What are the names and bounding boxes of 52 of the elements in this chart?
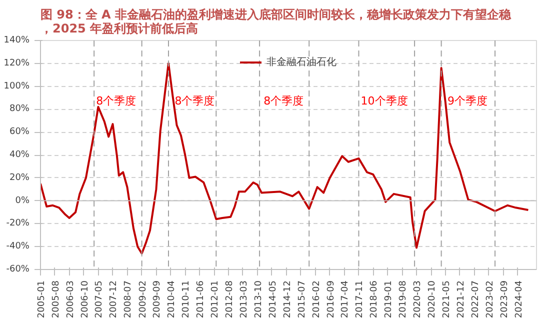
x-tick-label: 2014-05: [268, 280, 278, 318]
y-tick-label: 0%: [15, 196, 30, 206]
x-tick-label: 2012-01: [210, 280, 221, 318]
x-tick-label: 2007-05: [94, 280, 105, 318]
x-tick-label: 2019-08: [398, 280, 409, 318]
x-tick-label: 2021-12: [456, 280, 466, 318]
x-tick-label: 2015-07: [297, 280, 308, 318]
y-tick-label: 40%: [9, 150, 30, 160]
x-tick-label: 2024-04: [514, 280, 524, 318]
y-tick-label: 140%: [4, 36, 30, 46]
y-tick-label: -20%: [6, 218, 30, 229]
x-tick-label: 2006-03: [66, 280, 76, 318]
y-tick-label: 80%: [9, 104, 30, 114]
annotation: 8个季度: [96, 94, 136, 108]
x-tick-label: 2018-06: [370, 280, 380, 318]
x-tick-label: 2013-03: [239, 280, 250, 318]
x-tick-label: 2010-11: [182, 280, 192, 318]
x-tick-label: 2008-07: [124, 280, 134, 318]
x-tick-label: 2023-02: [485, 280, 496, 318]
x-tick-label: 2012-08: [225, 280, 236, 318]
x-tick-label: 2020-10: [428, 280, 438, 318]
x-tick-label: 2017-11: [355, 280, 366, 318]
y-tick-label: 100%: [4, 81, 30, 92]
x-tick-label: 2019-01: [384, 280, 394, 318]
x-tick-label: 2023-09: [500, 280, 510, 318]
x-tick-label: 2009-09: [152, 280, 163, 318]
y-tick-label: -40%: [6, 242, 30, 252]
x-tick-label: 2013-10: [254, 280, 264, 318]
x-tick-label: 2005-08: [51, 280, 62, 318]
annotation: 8个季度: [174, 94, 215, 108]
x-tick-label: 2017-04: [340, 280, 351, 318]
y-tick-label: 20%: [9, 172, 30, 183]
legend-label: 非金融石油石化: [266, 56, 336, 69]
x-tick-label: 2010-04: [167, 280, 178, 318]
chart-title: 图 98：全 A 非金融石油的盈利增速进入底部区间时间较长，稳增长政策发力下有望企稳，2025 年盈利预计前低后高: [40, 8, 512, 36]
x-tick-label: 2007-12: [109, 280, 120, 318]
annotation: 9个季度: [448, 94, 488, 108]
x-tick-label: 2021-05: [442, 280, 452, 318]
y-tick-label: 60%: [9, 127, 30, 138]
x-tick-label: 2009-02: [138, 280, 148, 318]
x-tick-label: 2006-10: [80, 280, 90, 318]
x-tick-label: 2020-03: [413, 280, 424, 318]
x-tick-label: 2022-07: [470, 280, 481, 318]
annotation: 10个季度: [360, 94, 408, 108]
x-tick-label: 2016-02: [312, 280, 322, 318]
x-tick-label: 2014-12: [282, 280, 293, 318]
y-tick-label: 120%: [4, 58, 30, 68]
x-tick-label: 2016-09: [326, 280, 336, 318]
annotation: 8个季度: [264, 94, 304, 108]
x-tick-label: 2005-01: [37, 280, 47, 318]
x-tick-label: 2011-06: [196, 280, 206, 318]
y-tick-label: -60%: [6, 264, 30, 274]
